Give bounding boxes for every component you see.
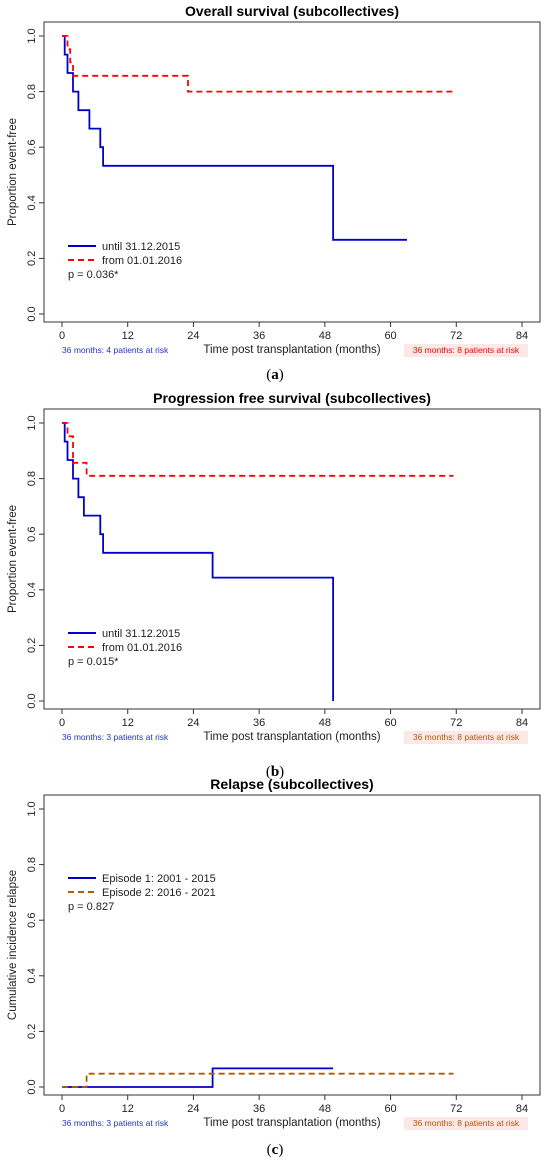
- y-tick-label: 1.0: [26, 28, 38, 43]
- x-tick-label: 48: [319, 1103, 331, 1115]
- y-tick-label: 0.8: [26, 84, 38, 99]
- y-tick-label: 0.4: [26, 968, 38, 983]
- x-tick-label: 12: [122, 330, 134, 342]
- x-tick-label: 24: [187, 1103, 199, 1115]
- risk-note-right-bg: [404, 344, 528, 357]
- risk-note-left: 36 months: 3 patients at risk: [62, 732, 169, 742]
- x-tick-label: 60: [384, 1103, 396, 1115]
- x-tick-label: 36: [253, 717, 265, 729]
- y-tick-label: 0.8: [26, 857, 38, 872]
- legend-label-2: Episode 2: 2016 - 2021: [102, 887, 216, 899]
- series-line-2: [62, 422, 454, 477]
- x-tick-label: 48: [319, 330, 331, 342]
- y-tick-label: 0.6: [26, 140, 38, 155]
- y-tick-label: 0.2: [26, 251, 38, 266]
- risk-note-right-bg: [404, 1117, 528, 1130]
- series-line-1: [62, 1067, 334, 1088]
- series-line-1: [62, 35, 407, 241]
- y-axis-label: Proportion event-free: [7, 505, 19, 613]
- risk-note-right-bg: [404, 731, 528, 744]
- x-tick-label: 48: [319, 717, 331, 729]
- x-tick-label: 12: [122, 1103, 134, 1115]
- caption-b: (b): [265, 764, 285, 780]
- p-value-label: p = 0.827: [68, 901, 114, 913]
- y-tick-label: 0.4: [26, 582, 38, 597]
- x-tick-label: 12: [122, 717, 134, 729]
- x-tick-label: 84: [516, 717, 528, 729]
- x-tick-label: 72: [450, 330, 462, 342]
- x-axis-label: Time post transplantation (months): [203, 1117, 380, 1129]
- y-tick-label: 0.2: [26, 638, 38, 653]
- y-tick-label: 0.6: [26, 913, 38, 928]
- series-line-1: [62, 422, 334, 701]
- chart-relapse: Relapse (subcollectives) 0 12 24 36 48 60 72 84 0…: [7, 776, 541, 1130]
- risk-note-left: 36 months: 4 patients at risk: [62, 345, 169, 355]
- caption-a: (a): [266, 367, 284, 383]
- y-tick-label: 0.8: [26, 471, 38, 486]
- y-tick-label: 1.0: [26, 801, 38, 816]
- legend-label-1: until 31.12.2015: [102, 241, 180, 253]
- legend-label-1: Episode 1: 2001 - 2015: [102, 873, 216, 885]
- y-tick-label: 0.6: [26, 527, 38, 542]
- chart-progression-free-survival: Progression free survival (subcollective…: [7, 390, 541, 744]
- x-tick-label: 84: [516, 1103, 528, 1115]
- y-axis-label: Cumulative incidence relapse: [7, 870, 19, 1020]
- legend-label-1: until 31.12.2015: [102, 628, 180, 640]
- p-value-label: p = 0.036*: [68, 269, 119, 281]
- x-tick-label: 36: [253, 1103, 265, 1115]
- chart-title: Relapse (subcollectives): [210, 776, 373, 792]
- y-tick-label: 1.0: [26, 415, 38, 430]
- legend-label-2: from 01.01.2016: [102, 255, 182, 267]
- x-tick-label: 24: [187, 717, 199, 729]
- x-tick-label: 72: [450, 1103, 462, 1115]
- y-axis-label: Proportion event-free: [7, 118, 19, 226]
- x-axis-label: Time post transplantation (months): [203, 731, 380, 743]
- y-tick-label: 0.2: [26, 1024, 38, 1039]
- caption-c: (c): [266, 1142, 284, 1158]
- risk-note-right: 36 months: 8 patients at risk: [413, 345, 520, 355]
- x-tick-label: 24: [187, 330, 199, 342]
- risk-note-right: 36 months: 8 patients at risk: [413, 732, 520, 742]
- x-tick-label: 72: [450, 717, 462, 729]
- y-tick-label: 0.0: [26, 306, 38, 321]
- y-tick-label: 0.0: [26, 1079, 38, 1094]
- series-line-2: [62, 35, 454, 93]
- risk-note-right: 36 months: 8 patients at risk: [413, 1118, 520, 1128]
- p-value-label: p = 0.015*: [68, 656, 119, 668]
- x-tick-label: 0: [59, 1103, 65, 1115]
- legend-label-2: from 01.01.2016: [102, 642, 182, 654]
- x-axis-label: Time post transplantation (months): [203, 344, 380, 356]
- plot-frame: [43, 21, 541, 323]
- risk-note-left: 36 months: 3 patients at risk: [62, 1118, 169, 1128]
- plot-frame: [43, 408, 541, 710]
- x-tick-label: 60: [384, 717, 396, 729]
- chart-title: Progression free survival (subcollective…: [153, 390, 431, 406]
- series-line-2: [62, 1072, 454, 1088]
- x-tick-label: 36: [253, 330, 265, 342]
- y-tick-label: 0.0: [26, 693, 38, 708]
- chart-title: Overall survival (subcollectives): [185, 3, 399, 19]
- x-tick-label: 60: [384, 330, 396, 342]
- y-tick-label: 0.4: [26, 195, 38, 210]
- x-tick-label: 0: [59, 330, 65, 342]
- x-tick-label: 0: [59, 717, 65, 729]
- x-tick-label: 84: [516, 330, 528, 342]
- plot-frame: [43, 794, 541, 1096]
- chart-overall-survival: Overall survival (subcollectives) 0 12 24 36…: [7, 3, 541, 357]
